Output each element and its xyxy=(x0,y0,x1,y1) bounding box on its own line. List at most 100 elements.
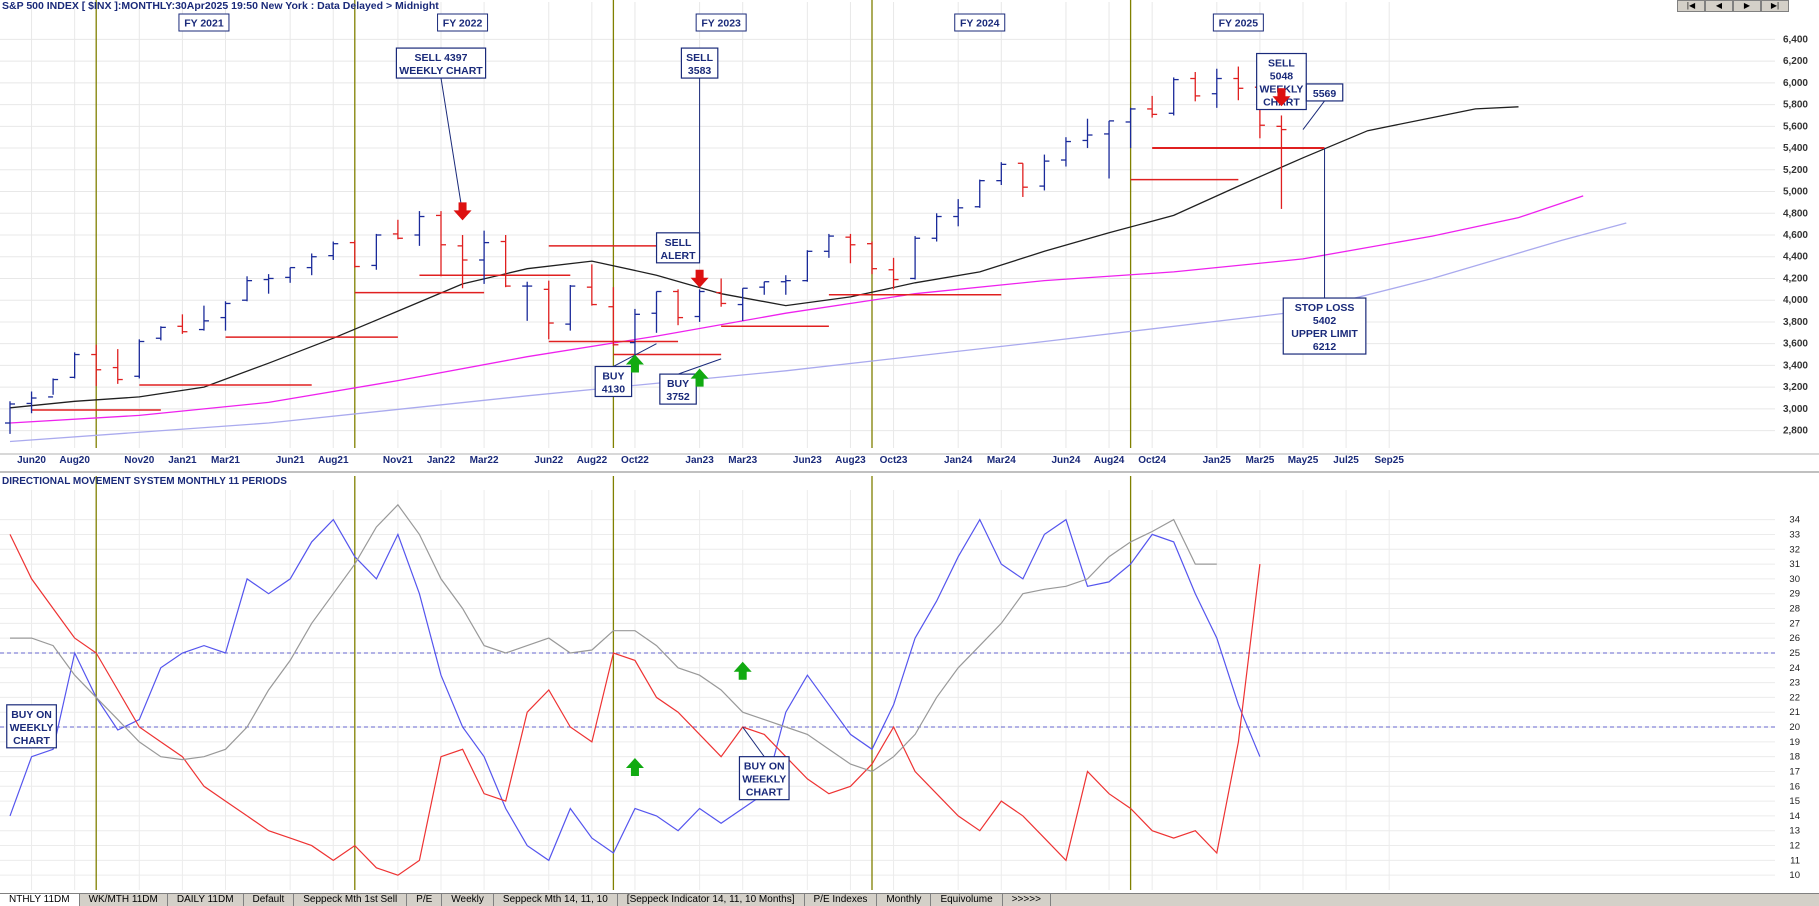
dmi-series-dmi_minus xyxy=(9,534,1261,876)
dmi-y-tick-label: 24 xyxy=(1789,663,1800,674)
layout-tab[interactable]: [Seppeck Indicator 14, 11, 10 Months] xyxy=(618,894,805,906)
price-y-tick-label: 6,200 xyxy=(1783,56,1808,67)
layout-tab[interactable]: Seppeck Mth 14, 11, 10 xyxy=(494,894,618,906)
dmi-buy-arrow xyxy=(625,758,644,777)
layout-tab[interactable]: Monthly xyxy=(877,894,932,906)
scroll-button-0[interactable]: |◀ xyxy=(1677,0,1705,12)
ohlc-bar xyxy=(953,199,964,227)
price-x-tick-label: Aug23 xyxy=(835,455,866,466)
ohlc-bar xyxy=(1125,107,1136,149)
ohlc-bar xyxy=(823,233,834,258)
price-annotation-text: BUY xyxy=(602,370,624,382)
dmi-y-tick-label: 18 xyxy=(1789,752,1800,763)
layout-tab[interactable]: Default xyxy=(244,894,295,906)
ohlc-bar xyxy=(694,289,705,322)
dmi-y-tick-label: 27 xyxy=(1789,618,1800,629)
ohlc-bar xyxy=(479,230,490,284)
layout-tab[interactable]: P/E xyxy=(407,894,443,906)
price-annotation-text: 4130 xyxy=(602,383,626,395)
ohlc-bar xyxy=(1060,137,1071,167)
price-x-tick-label: Mar21 xyxy=(211,455,240,466)
ohlc-bar xyxy=(457,235,468,289)
price-y-tick-label: 4,600 xyxy=(1783,230,1808,241)
ohlc-bar xyxy=(716,278,727,307)
price-annotation-text: UPPER LIMIT xyxy=(1291,328,1358,340)
ohlc-bar xyxy=(910,236,921,280)
layout-tab[interactable]: P/E Indexes xyxy=(805,894,878,906)
price-x-tick-label: Mar23 xyxy=(728,455,757,466)
price-x-tick-label: Jun22 xyxy=(534,455,563,466)
dmi-y-tick-label: 33 xyxy=(1789,529,1800,540)
dmi-y-tick-label: 32 xyxy=(1789,544,1800,555)
price-annotation-text: 5569 xyxy=(1313,88,1337,100)
dmi-y-tick-label: 17 xyxy=(1789,766,1800,777)
ohlc-bar xyxy=(565,284,576,331)
layout-tab[interactable]: Weekly xyxy=(442,894,494,906)
scroll-button-1[interactable]: ◀ xyxy=(1705,0,1733,12)
moving-average-ma_long xyxy=(9,222,1627,443)
dmi-annotation-pointer xyxy=(742,726,765,757)
ohlc-bar xyxy=(220,301,231,331)
ohlc-bar xyxy=(802,250,813,282)
price-x-tick-label: Oct23 xyxy=(880,455,908,466)
dmi-annotation-text: BUY ON xyxy=(744,761,785,773)
price-y-tick-label: 5,400 xyxy=(1783,143,1808,154)
dmi-annotation-box xyxy=(738,756,790,801)
layout-tab[interactable]: NTHLY 11DM xyxy=(0,894,80,906)
price-annotation-pointer xyxy=(677,358,722,375)
ohlc-bar xyxy=(586,264,597,306)
layout-tab[interactable]: Seppeck Mth 1st Sell xyxy=(294,894,408,906)
price-y-tick-label: 3,200 xyxy=(1783,382,1808,393)
dmi-y-tick-label: 26 xyxy=(1789,633,1800,644)
ohlc-bar xyxy=(134,339,145,379)
ohlc-bar xyxy=(436,211,446,277)
ohlc-bar xyxy=(1190,71,1201,102)
dmi-y-tick-label: 16 xyxy=(1789,781,1800,792)
fy-label: FY 2025 xyxy=(1219,18,1259,30)
ohlc-bar xyxy=(1039,154,1050,191)
price-x-tick-label: Jan25 xyxy=(1203,455,1232,466)
price-annotation-pointer xyxy=(440,78,464,214)
price-y-tick-label: 5,800 xyxy=(1783,100,1808,111)
price-annotation-text: SELL 4397 xyxy=(415,52,468,64)
price-y-tick-label: 5,600 xyxy=(1783,121,1808,132)
price-y-tick-label: 4,400 xyxy=(1783,252,1808,263)
layout-tab[interactable]: Equivolume xyxy=(931,894,1003,906)
layout-tab[interactable]: DAILY 11DM xyxy=(168,894,244,906)
dmi-y-tick-label: 34 xyxy=(1789,515,1800,526)
scroll-button-3[interactable]: ▶| xyxy=(1761,0,1789,12)
ohlc-bar xyxy=(48,378,59,398)
ohlc-bar xyxy=(1082,118,1093,149)
ohlc-bar xyxy=(845,233,856,264)
fy-label: FY 2021 xyxy=(184,18,224,30)
ohlc-bar xyxy=(328,241,339,260)
dmi-y-tick-label: 10 xyxy=(1789,870,1800,881)
price-y-tick-label: 2,800 xyxy=(1783,426,1808,437)
price-x-tick-label: Jan21 xyxy=(168,455,197,466)
ohlc-bar xyxy=(112,349,123,384)
layout-tab[interactable]: >>>>> xyxy=(1003,894,1051,906)
ohlc-bar xyxy=(974,179,985,208)
price-x-tick-label: Aug21 xyxy=(318,455,349,466)
price-annotation-box xyxy=(655,232,701,264)
dmi-annotation-text: BUY ON xyxy=(11,709,52,721)
scroll-button-2[interactable]: ▶ xyxy=(1733,0,1761,12)
layout-tab[interactable]: WK/MTH 11DM xyxy=(80,894,168,906)
price-x-tick-label: Jun24 xyxy=(1051,455,1080,466)
price-y-tick-label: 6,400 xyxy=(1783,34,1808,45)
chart-title: S&P 500 INDEX [ $INX ]:MONTHLY:30Apr2025… xyxy=(2,0,439,12)
dmi-y-tick-label: 23 xyxy=(1789,678,1800,689)
dmi-y-tick-label: 14 xyxy=(1789,811,1800,822)
price-x-tick-label: Nov21 xyxy=(383,455,413,466)
dmi-y-tick-label: 20 xyxy=(1789,722,1800,733)
price-annotation-text: 5402 xyxy=(1313,315,1337,327)
dmi-y-tick-label: 22 xyxy=(1789,692,1800,703)
fy-label-box xyxy=(437,13,489,32)
ohlc-bar xyxy=(1168,77,1179,116)
price-annotation-text: SELL xyxy=(686,52,713,64)
ohlc-bar xyxy=(371,233,382,270)
dmi-series-dmi_plus xyxy=(9,518,1261,862)
dmi-y-tick-label: 31 xyxy=(1789,559,1800,570)
dmi-y-tick-label: 11 xyxy=(1790,855,1800,866)
fy-label-box xyxy=(695,13,747,32)
